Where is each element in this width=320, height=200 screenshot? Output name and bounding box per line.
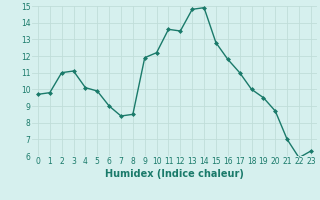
X-axis label: Humidex (Indice chaleur): Humidex (Indice chaleur) — [105, 169, 244, 179]
